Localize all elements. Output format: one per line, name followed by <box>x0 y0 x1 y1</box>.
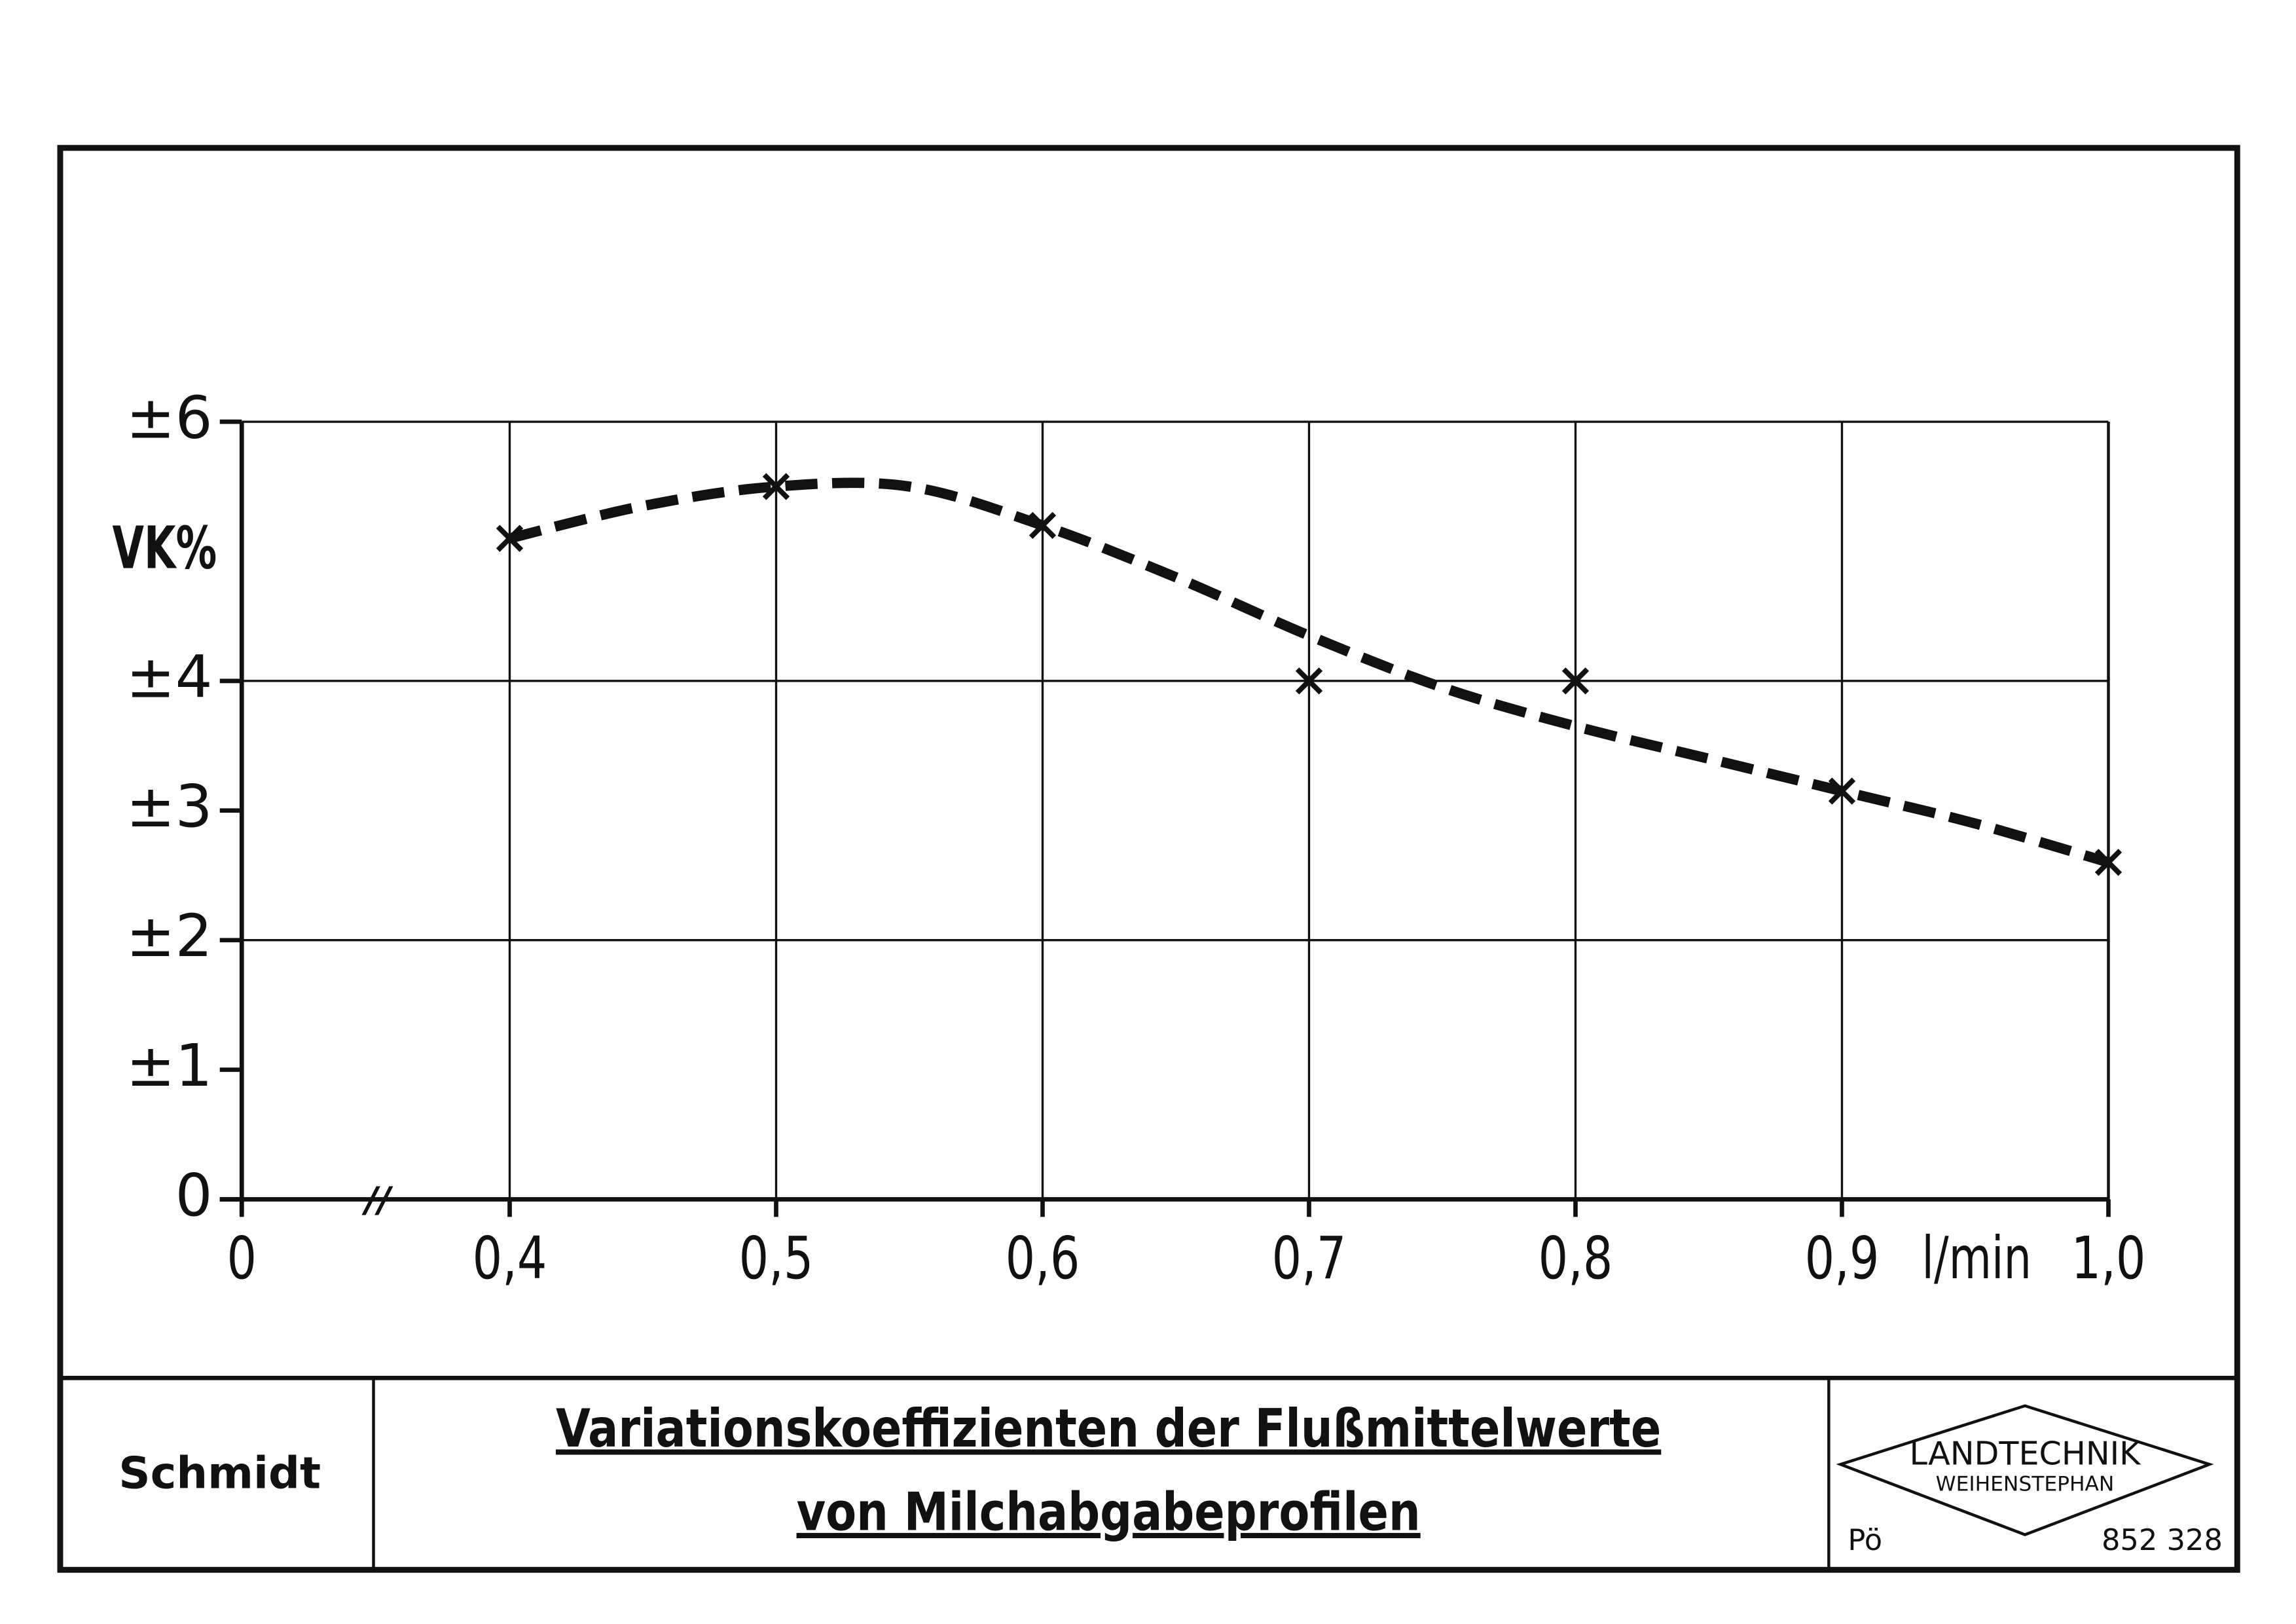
y-axis-label: VK% <box>113 514 217 582</box>
x-tick-label: 0,5 <box>739 1225 814 1293</box>
x-axis-label: l/min <box>1922 1224 2032 1292</box>
frame <box>57 145 2240 1573</box>
y-tick-label: ±1 <box>126 1032 213 1100</box>
title-line: von Milchabgabeprofilen <box>797 1481 1421 1543</box>
x-tick-label: 0,7 <box>1272 1225 1347 1293</box>
data-point <box>762 473 790 500</box>
x-tick-label: 0,6 <box>1006 1225 1080 1293</box>
data-point <box>2094 849 2123 876</box>
title-line: Variationskoeffizienten der Flußmittelwe… <box>556 1398 1661 1460</box>
data-point <box>1561 667 1590 695</box>
logo-outline <box>1836 1404 2214 1536</box>
author: Schmidt <box>118 1448 321 1499</box>
initials: Pö <box>1848 1522 1882 1557</box>
y-tick-label: ±4 <box>126 643 213 711</box>
x-tick-label: 0,8 <box>1539 1225 1613 1293</box>
x-tick-label: 0 <box>227 1225 257 1293</box>
data-point <box>496 525 524 552</box>
x-tick-label: 0,9 <box>1805 1225 1880 1293</box>
logo-text: WEIHENSTEPHAN <box>1936 1473 2115 1496</box>
logo-text: LANDTECHNIK <box>1910 1434 2142 1472</box>
y-tick-label: 0 <box>175 1162 213 1230</box>
y-tick-label: ±3 <box>126 773 213 841</box>
data-point <box>1029 511 1057 540</box>
data-point <box>1295 667 1323 695</box>
y-tick-label: ±6 <box>126 384 213 452</box>
x-tick-label: 0,4 <box>473 1225 547 1293</box>
y-tick-label: ±2 <box>126 902 213 970</box>
drawing-number: 852 328 <box>2102 1522 2223 1557</box>
x-tick-label: 1,0 <box>2071 1225 2146 1293</box>
data-point <box>1828 777 1856 805</box>
